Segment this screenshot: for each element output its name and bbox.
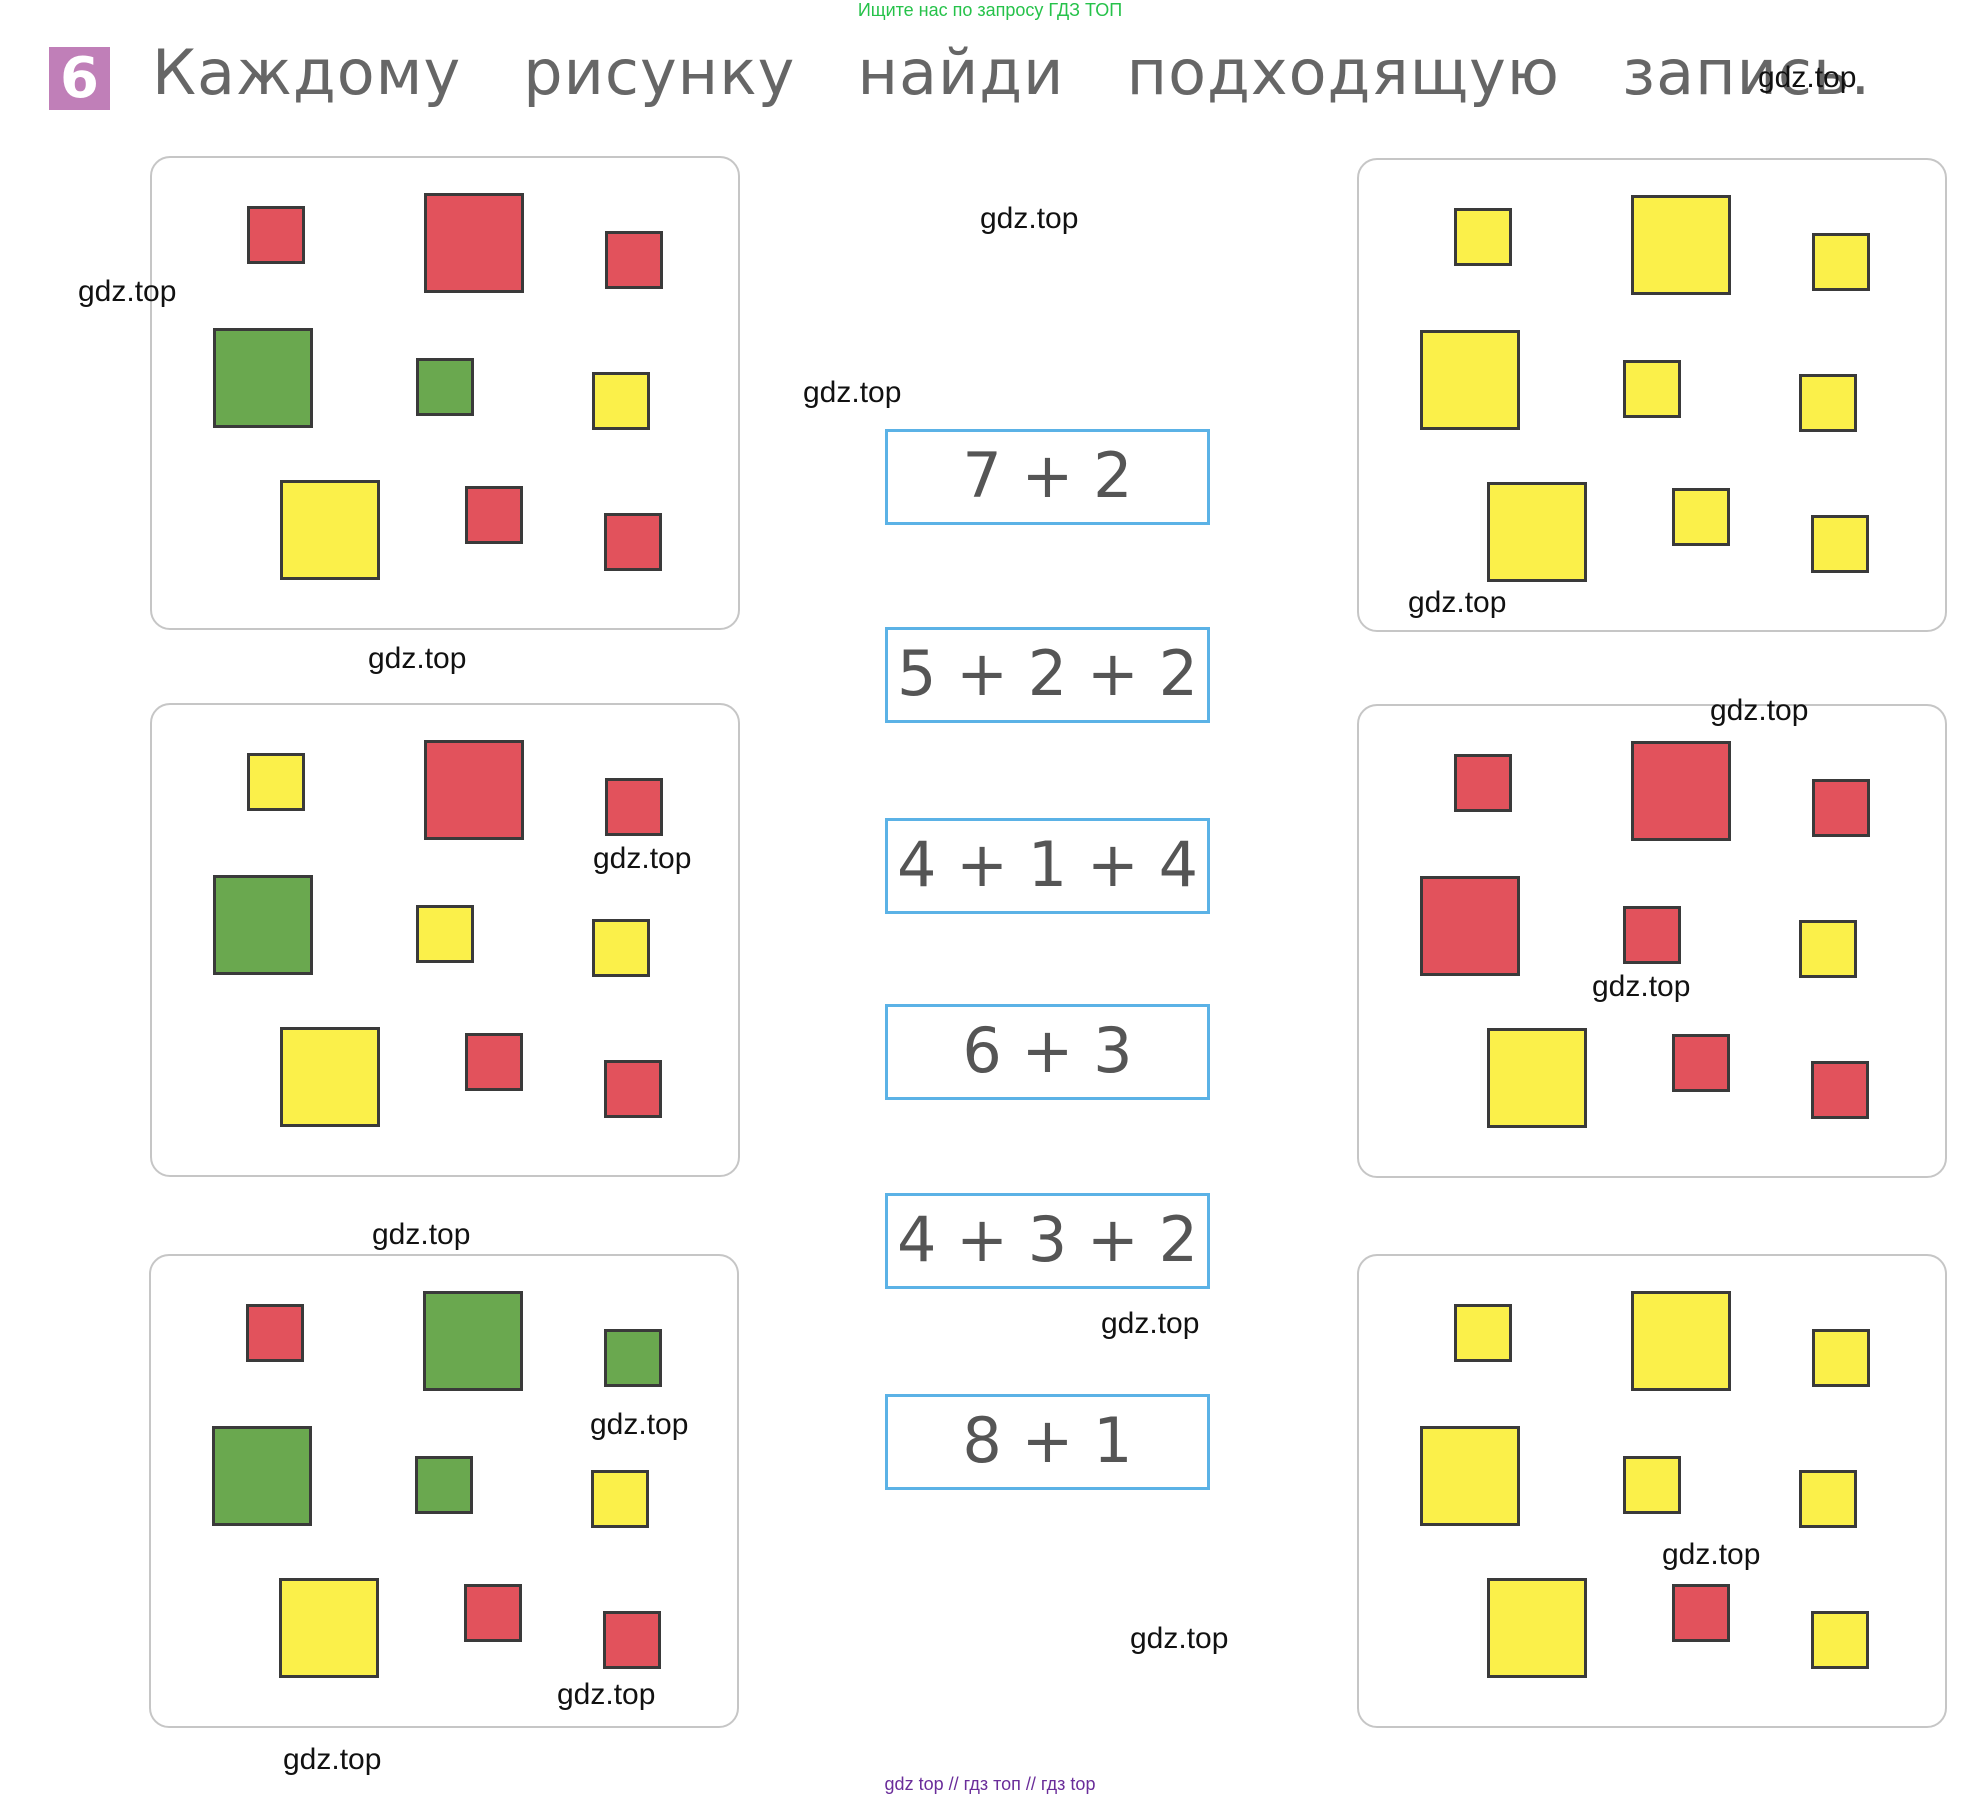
yellow-large-square	[280, 1027, 380, 1127]
yellow-small-square	[1799, 1470, 1857, 1528]
picture-panel-left-top	[150, 156, 740, 630]
watermark: gdz.top	[368, 642, 467, 675]
green-large-square	[423, 1291, 523, 1391]
expression-card[interactable]: 4 + 1 + 4	[885, 818, 1210, 914]
watermark: gdz.top	[1710, 694, 1809, 727]
task-number-badge: 6	[49, 47, 110, 110]
red-small-square	[603, 1611, 661, 1669]
red-small-square	[1454, 754, 1512, 812]
yellow-small-square	[592, 372, 650, 430]
watermark: gdz.top	[1758, 61, 1857, 94]
red-large-square	[424, 193, 524, 293]
yellow-large-square	[1420, 1426, 1520, 1526]
green-large-square	[213, 875, 313, 975]
yellow-small-square	[1623, 360, 1681, 418]
yellow-large-square	[279, 1578, 379, 1678]
yellow-large-square	[1631, 195, 1731, 295]
watermark: gdz.top	[78, 275, 177, 308]
red-large-square	[424, 740, 524, 840]
yellow-small-square	[416, 905, 474, 963]
yellow-small-square	[1454, 208, 1512, 266]
yellow-large-square	[280, 480, 380, 580]
yellow-small-square	[591, 1470, 649, 1528]
green-large-square	[213, 328, 313, 428]
red-small-square	[605, 231, 663, 289]
picture-panel-left-bottom	[149, 1254, 739, 1728]
yellow-small-square	[1799, 920, 1857, 978]
watermark: gdz.top	[1101, 1307, 1200, 1340]
yellow-large-square	[1631, 1291, 1731, 1391]
yellow-small-square	[1623, 1456, 1681, 1514]
yellow-small-square	[247, 753, 305, 811]
expression-card[interactable]: 8 + 1	[885, 1394, 1210, 1490]
green-large-square	[212, 1426, 312, 1526]
yellow-small-square	[1811, 515, 1869, 573]
expression-card[interactable]: 6 + 3	[885, 1004, 1210, 1100]
picture-panel-right-top	[1357, 158, 1947, 632]
expression-card[interactable]: 7 + 2	[885, 429, 1210, 525]
red-small-square	[464, 1584, 522, 1642]
red-large-square	[1631, 741, 1731, 841]
yellow-large-square	[1487, 482, 1587, 582]
yellow-small-square	[1811, 1611, 1869, 1669]
green-small-square	[604, 1329, 662, 1387]
top-banner: Ищите нас по запросу ГДЗ ТОП	[857, 0, 1123, 20]
yellow-large-square	[1420, 330, 1520, 430]
watermark: gdz.top	[283, 1743, 382, 1776]
yellow-small-square	[592, 919, 650, 977]
picture-panel-right-middle	[1357, 704, 1947, 1178]
watermark: gdz.top	[980, 202, 1079, 235]
watermark: gdz.top	[1592, 970, 1691, 1003]
yellow-small-square	[1799, 374, 1857, 432]
picture-panel-right-bottom	[1357, 1254, 1947, 1728]
watermark: gdz.top	[593, 842, 692, 875]
watermark: gdz.top	[372, 1218, 471, 1251]
red-small-square	[465, 1033, 523, 1091]
footer-links: gdz top // гдз топ // гдз top	[884, 1774, 1096, 1794]
red-small-square	[604, 1060, 662, 1118]
watermark: gdz.top	[1408, 586, 1507, 619]
red-small-square	[1672, 1584, 1730, 1642]
yellow-large-square	[1487, 1028, 1587, 1128]
expression-card[interactable]: 5 + 2 + 2	[885, 627, 1210, 723]
watermark: gdz.top	[1130, 1622, 1229, 1655]
red-small-square	[1811, 1061, 1869, 1119]
yellow-small-square	[1672, 488, 1730, 546]
yellow-small-square	[1454, 1304, 1512, 1362]
watermark: gdz.top	[590, 1408, 689, 1441]
yellow-large-square	[1487, 1578, 1587, 1678]
green-small-square	[416, 358, 474, 416]
task-title: Каждому рисунку найди подходящую запись.	[152, 36, 1872, 109]
red-small-square	[1812, 779, 1870, 837]
red-small-square	[247, 206, 305, 264]
picture-panel-left-middle	[150, 703, 740, 1177]
yellow-small-square	[1812, 233, 1870, 291]
yellow-small-square	[1812, 1329, 1870, 1387]
watermark: gdz.top	[557, 1678, 656, 1711]
red-small-square	[465, 486, 523, 544]
green-small-square	[415, 1456, 473, 1514]
red-large-square	[1420, 876, 1520, 976]
red-small-square	[1672, 1034, 1730, 1092]
red-small-square	[604, 513, 662, 571]
expression-card[interactable]: 4 + 3 + 2	[885, 1193, 1210, 1289]
red-small-square	[246, 1304, 304, 1362]
watermark: gdz.top	[1662, 1538, 1761, 1571]
red-small-square	[1623, 906, 1681, 964]
watermark: gdz.top	[803, 376, 902, 409]
red-small-square	[605, 778, 663, 836]
